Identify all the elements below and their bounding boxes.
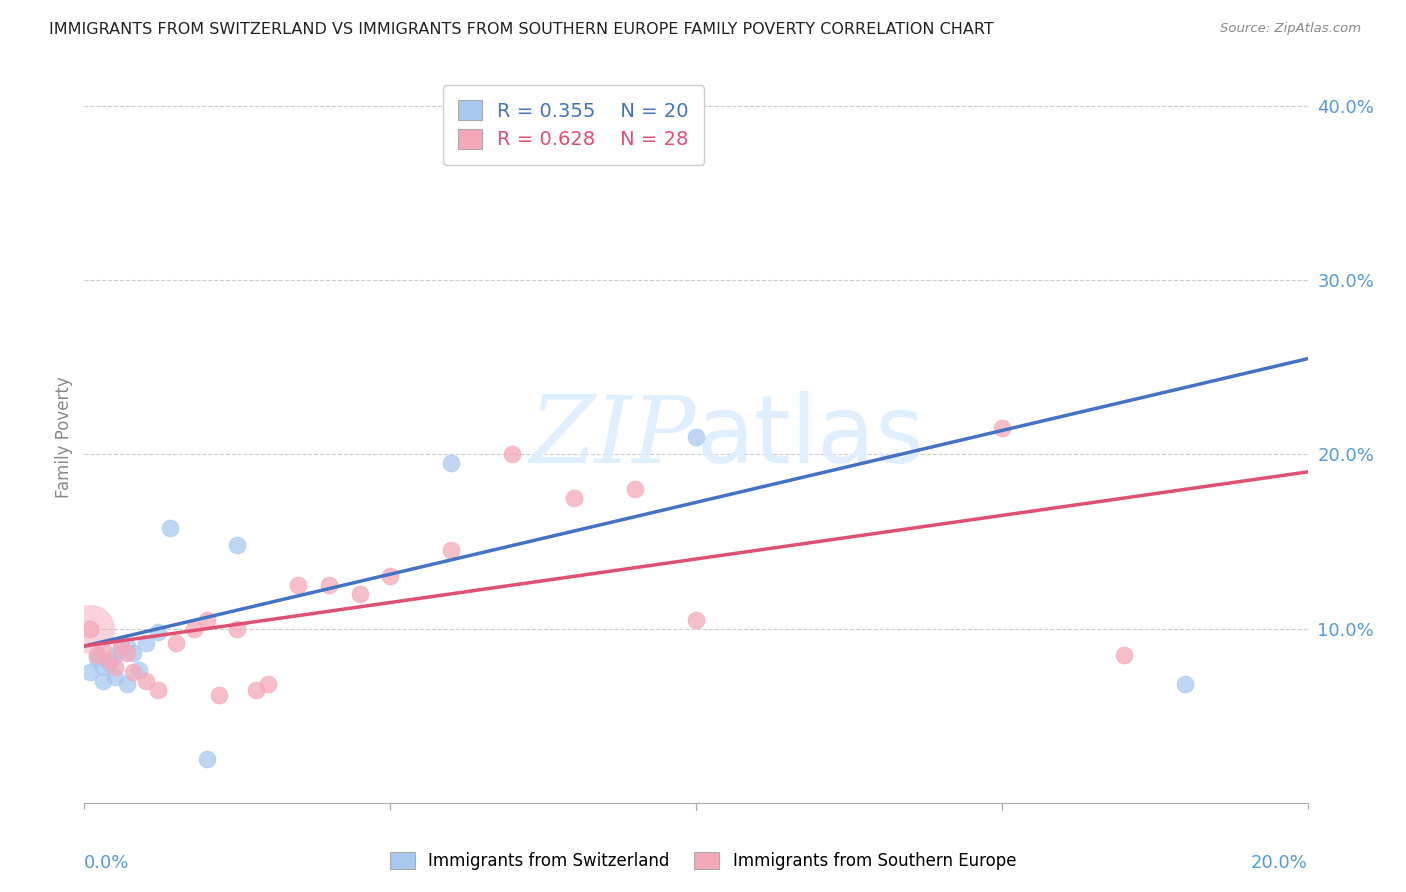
- Point: [195, 613, 218, 627]
- Point: [195, 752, 218, 766]
- Point: [86, 651, 108, 665]
- Point: [104, 670, 127, 684]
- Point: [86, 648, 108, 662]
- Point: [115, 639, 138, 653]
- Point: [115, 677, 138, 691]
- Text: 0.0%: 0.0%: [84, 854, 129, 872]
- Point: [79, 622, 101, 636]
- Point: [245, 682, 267, 697]
- Point: [183, 622, 205, 636]
- Point: [104, 648, 127, 662]
- Point: [110, 639, 132, 653]
- Point: [146, 682, 169, 697]
- Point: [1174, 677, 1197, 691]
- Point: [79, 665, 101, 680]
- Point: [159, 521, 181, 535]
- Point: [685, 430, 707, 444]
- Point: [91, 660, 114, 674]
- Point: [226, 622, 249, 636]
- Point: [440, 456, 463, 470]
- Point: [562, 491, 585, 505]
- Legend: Immigrants from Switzerland, Immigrants from Southern Europe: Immigrants from Switzerland, Immigrants …: [382, 845, 1024, 877]
- Y-axis label: Family Poverty: Family Poverty: [55, 376, 73, 498]
- Point: [122, 665, 145, 680]
- Point: [318, 578, 340, 592]
- Point: [226, 538, 249, 552]
- Point: [349, 587, 371, 601]
- Text: ZIP: ZIP: [529, 392, 696, 482]
- Point: [624, 483, 647, 497]
- Point: [440, 543, 463, 558]
- Point: [146, 625, 169, 640]
- Text: IMMIGRANTS FROM SWITZERLAND VS IMMIGRANTS FROM SOUTHERN EUROPE FAMILY POVERTY CO: IMMIGRANTS FROM SWITZERLAND VS IMMIGRANT…: [49, 22, 994, 37]
- Point: [91, 673, 114, 688]
- Legend: R = 0.355    N = 20, R = 0.628    N = 28: R = 0.355 N = 20, R = 0.628 N = 28: [443, 85, 704, 165]
- Point: [79, 622, 101, 636]
- Point: [208, 688, 231, 702]
- Point: [115, 646, 138, 660]
- Point: [257, 677, 280, 691]
- Point: [1114, 648, 1136, 662]
- Text: Source: ZipAtlas.com: Source: ZipAtlas.com: [1220, 22, 1361, 36]
- Point: [991, 421, 1014, 435]
- Point: [97, 653, 120, 667]
- Point: [122, 646, 145, 660]
- Point: [110, 642, 132, 657]
- Point: [104, 660, 127, 674]
- Point: [287, 578, 309, 592]
- Point: [502, 448, 524, 462]
- Point: [165, 635, 187, 649]
- Point: [135, 635, 157, 649]
- Text: atlas: atlas: [696, 391, 924, 483]
- Point: [97, 657, 120, 671]
- Point: [91, 642, 114, 657]
- Point: [128, 664, 150, 678]
- Point: [380, 569, 402, 583]
- Point: [685, 613, 707, 627]
- Text: 20.0%: 20.0%: [1251, 854, 1308, 872]
- Point: [135, 673, 157, 688]
